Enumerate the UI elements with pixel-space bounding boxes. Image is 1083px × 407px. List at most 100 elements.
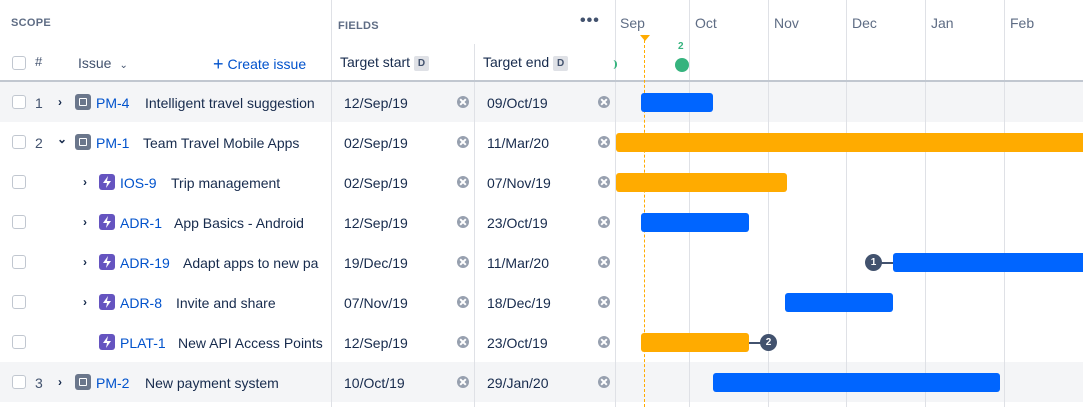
row-number: 1: [35, 95, 43, 111]
issue-summary: Intelligent travel suggestion: [145, 95, 315, 111]
date-field-badge: D: [553, 56, 569, 71]
target-end-value[interactable]: 09/Oct/19: [487, 95, 548, 111]
epic-icon: [75, 134, 91, 150]
chevron-right-icon[interactable]: ›: [83, 255, 87, 269]
target-start-label: Target start: [340, 54, 411, 70]
clear-date-icon[interactable]: [598, 176, 610, 188]
issue-key[interactable]: PM-2: [96, 375, 130, 391]
timeline-bar[interactable]: [785, 293, 893, 312]
row-checkbox[interactable]: [12, 335, 26, 349]
clear-date-icon[interactable]: [598, 256, 610, 268]
clear-date-icon[interactable]: [457, 376, 469, 388]
timeline-bar[interactable]: [641, 93, 713, 112]
target-start-value[interactable]: 02/Sep/19: [344, 175, 408, 191]
target-start-value[interactable]: 12/Sep/19: [344, 215, 408, 231]
more-options-button[interactable]: •••: [580, 12, 600, 29]
target-end-value[interactable]: 07/Nov/19: [487, 175, 551, 191]
row-number: 3: [35, 375, 43, 391]
chevron-right-icon[interactable]: ›: [58, 95, 62, 109]
clear-date-icon[interactable]: [598, 136, 610, 148]
target-end-column-header[interactable]: Target end D: [483, 54, 569, 71]
release-count: 2: [678, 41, 684, 52]
clear-date-icon[interactable]: [457, 296, 469, 308]
target-end-value[interactable]: 29/Jan/20: [487, 375, 549, 391]
row-number: 2: [35, 135, 43, 151]
target-end-value[interactable]: 23/Oct/19: [487, 335, 548, 351]
timeline-bar[interactable]: [616, 173, 787, 192]
dependency-badge[interactable]: 2: [760, 334, 777, 351]
month-gridline: [925, 0, 926, 407]
row-checkbox[interactable]: [12, 175, 26, 189]
create-issue-button[interactable]: + Create issue: [213, 54, 306, 75]
timeline-bar[interactable]: [641, 213, 749, 232]
row-checkbox[interactable]: [12, 255, 26, 269]
dependency-badge[interactable]: 1: [865, 254, 882, 271]
issue-key[interactable]: IOS-9: [120, 175, 157, 191]
clear-date-icon[interactable]: [457, 176, 469, 188]
target-end-value[interactable]: 18/Dec/19: [487, 295, 551, 311]
target-start-value[interactable]: 19/Dec/19: [344, 255, 408, 271]
clear-date-icon[interactable]: [598, 336, 610, 348]
chevron-down-icon: ⌄: [119, 60, 128, 71]
clear-date-icon[interactable]: [598, 96, 610, 108]
month-gridline: [689, 0, 690, 407]
clear-date-icon[interactable]: [457, 336, 469, 348]
row-checkbox[interactable]: [12, 95, 26, 109]
epic-icon: [75, 94, 91, 110]
issue-key[interactable]: ADR-19: [120, 255, 170, 271]
clear-date-icon[interactable]: [598, 296, 610, 308]
column-divider: [615, 0, 616, 407]
issue-key[interactable]: ADR-1: [120, 215, 163, 231]
issue-summary: Team Travel Mobile Apps: [143, 135, 300, 151]
clear-date-icon[interactable]: [457, 216, 469, 228]
timeline-bar[interactable]: [641, 333, 749, 352]
select-all-checkbox[interactable]: [12, 56, 26, 70]
chevron-right-icon[interactable]: ›: [83, 175, 87, 189]
target-start-value[interactable]: 10/Oct/19: [344, 375, 405, 391]
dependency-line: [749, 342, 761, 344]
month-label: Jan: [931, 15, 954, 31]
target-start-value[interactable]: 12/Sep/19: [344, 95, 408, 111]
target-start-column-header[interactable]: Target start D: [340, 54, 430, 71]
issue-column-header[interactable]: Issue ⌄: [78, 55, 128, 71]
chevron-right-icon[interactable]: ›: [83, 215, 87, 229]
create-issue-label: Create issue: [227, 56, 307, 72]
story-icon: [99, 334, 115, 350]
row-checkbox[interactable]: [12, 135, 26, 149]
timeline-bar[interactable]: [616, 133, 1083, 152]
target-start-value[interactable]: 12/Sep/19: [344, 335, 408, 351]
release-marker[interactable]: [675, 58, 689, 72]
issue-key[interactable]: PLAT-1: [120, 335, 166, 351]
row-checkbox[interactable]: [12, 375, 26, 389]
target-start-value[interactable]: 02/Sep/19: [344, 135, 408, 151]
clear-date-icon[interactable]: [598, 376, 610, 388]
target-end-value[interactable]: 11/Mar/20: [487, 255, 549, 271]
today-marker-icon: [640, 35, 650, 41]
issue-key[interactable]: ADR-8: [120, 295, 163, 311]
clear-date-icon[interactable]: [457, 256, 469, 268]
chevron-right-icon[interactable]: ›: [58, 375, 62, 389]
timeline-bar[interactable]: [893, 253, 1083, 272]
issue-summary: Invite and share: [176, 295, 276, 311]
month-label: Dec: [852, 15, 877, 31]
month-label: Nov: [774, 15, 799, 31]
target-end-label: Target end: [483, 54, 550, 70]
issue-key[interactable]: PM-1: [96, 135, 130, 151]
clear-date-icon[interactable]: [457, 96, 469, 108]
target-end-value[interactable]: 11/Mar/20: [487, 135, 549, 151]
month-label: Oct: [695, 15, 717, 31]
row-checkbox[interactable]: [12, 295, 26, 309]
rank-column-header: #: [35, 54, 43, 69]
chevron-right-icon[interactable]: ›: [83, 295, 87, 309]
chevron-down-icon[interactable]: ⌄: [57, 132, 68, 146]
scope-section-label: SCOPE: [11, 17, 52, 29]
timeline-bar[interactable]: [713, 373, 1000, 392]
target-start-value[interactable]: 07/Nov/19: [344, 295, 408, 311]
story-icon: [99, 294, 115, 310]
row-checkbox[interactable]: [12, 215, 26, 229]
issue-key[interactable]: PM-4: [96, 95, 130, 111]
story-icon: [99, 214, 115, 230]
clear-date-icon[interactable]: [598, 216, 610, 228]
target-end-value[interactable]: 23/Oct/19: [487, 215, 548, 231]
clear-date-icon[interactable]: [457, 136, 469, 148]
